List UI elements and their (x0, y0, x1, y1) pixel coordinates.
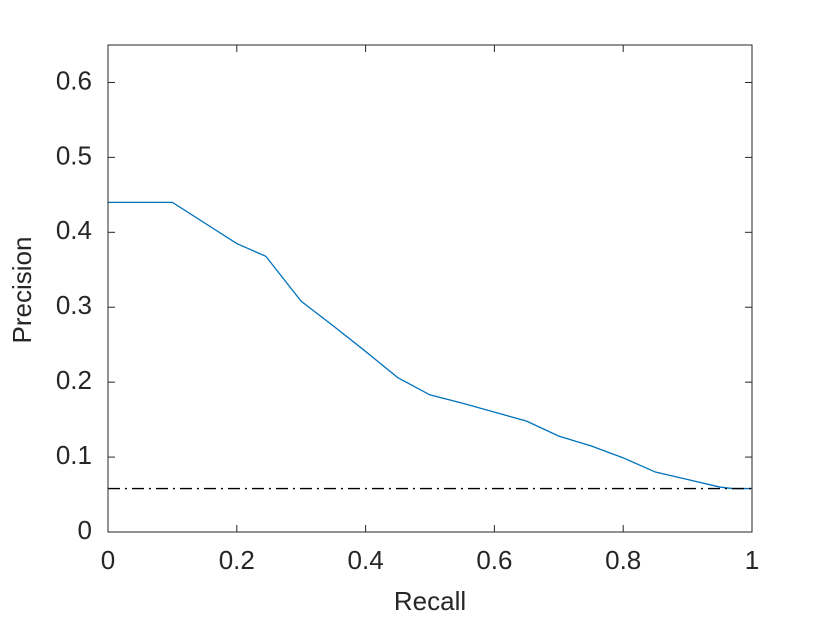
line (108, 201, 752, 490)
y-tick-label: 0.2 (56, 365, 92, 395)
x-tick-label: 0 (101, 545, 115, 575)
axes-box (107, 44, 753, 533)
y-tick-label: 0.1 (56, 440, 92, 470)
x-tick-label: 0.6 (476, 545, 512, 575)
y-tick-label: 0.6 (56, 65, 92, 95)
y-tick-label: 0.4 (56, 215, 92, 245)
x-tick-label: 0.4 (348, 545, 384, 575)
x-axis-title: Recall (394, 586, 466, 616)
y-tick-label: 0.3 (56, 290, 92, 320)
y-tick-label: 0 (78, 515, 92, 545)
x-tick-label: 1 (745, 545, 759, 575)
x-tick-label: 0.8 (605, 545, 641, 575)
y-axis-title: Precision (7, 237, 37, 344)
plot-area (108, 45, 752, 532)
y-tick-label: 0.5 (56, 140, 92, 170)
x-tick-label: 0.2 (219, 545, 255, 575)
